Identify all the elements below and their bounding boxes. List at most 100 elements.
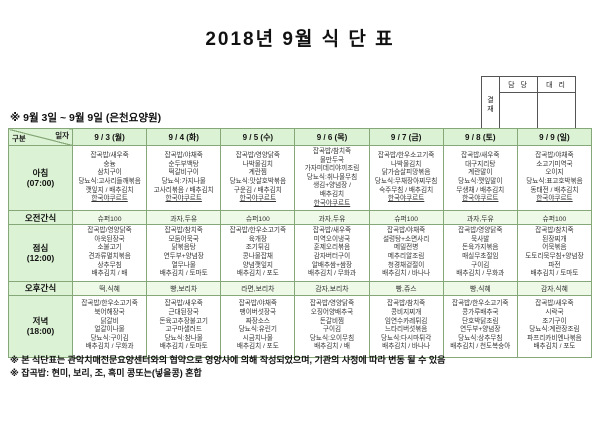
row-label-name: 오전간식 (24, 212, 57, 223)
menu-item: 양념깻잎지 (242, 261, 274, 269)
menu-item: 잡곡밥/참치죽 (535, 227, 574, 235)
menu-item: 육개장 (248, 235, 267, 243)
menu-item: 잡곡밥/야채죽 (387, 227, 426, 235)
menu-item: 훈제오리볶음 (313, 244, 351, 252)
menu-item: 배추김치 / 토마토 (159, 270, 208, 278)
row-label-name: 저녁 (32, 316, 49, 327)
menu-item: 배추김치 / 무화과 (85, 343, 134, 351)
menu-cell: 잡곡밥/야채죽 팽이버섯장국 짜장소스 당뇨식:유린기 시금치나물 배추김치 / 포도 (220, 294, 296, 358)
menu-item: 콩비지찌개 (390, 309, 422, 317)
menu-cell: 잡곡밥/새우죽 대구지리탕 계란말이 당뇨식:깻잎말이 무생채 / 배추김치 한국야쿠르트 (442, 144, 518, 212)
day-header: 9 / 9 (일) (516, 128, 593, 146)
menu-item: 당뇨식:참나물 (164, 334, 203, 342)
row-label-time: (18:00) (26, 326, 55, 337)
menu-item: 시금치나물 (242, 334, 274, 342)
menu-cell: 잡곡밥/새우죽 숭늉 삼치구이 당뇨식:고사리들깨볶음 깻잎지 / 배추김치 한국야쿠르트 (71, 144, 148, 212)
snack-cell: 빵,보리차 (146, 280, 222, 296)
footer-note-1: ※ 본 식단표는 관악치매전문요양센터와의 협약으로 영양사에 의해 작성되었으… (10, 355, 446, 365)
menu-item: 시락국 (545, 309, 564, 317)
menu-cell: 잡곡밥/참치죽 된장찌개 어묵볶음 도토리묵무침+양념장 파전 배추김치 / 토마토 (516, 224, 593, 282)
table-row: 오전간식 슈퍼100 과자,두유 슈퍼100 과자,두유 슈퍼100 과자,두유 슈퍼100 (8, 210, 593, 226)
menu-item: 북어해장국 (94, 309, 125, 317)
menu-item: 연두부+양념장 (460, 326, 501, 334)
menu-item: 당뇨식:다시마튀각 (380, 334, 432, 342)
menu-item: 순두부백탕 (168, 160, 199, 168)
menu-cell: 잡곡밥/야채죽 소고기미역국 오이지 당뇨식:표고호박볶음 동태전 / 배추김치 한국야쿠… (516, 144, 593, 212)
snack-cell: 감자,식혜 (516, 280, 593, 296)
menu-item: 잡곡밥/새우죽 (90, 152, 129, 160)
corner-cell: 일자 구분 (8, 128, 73, 146)
menu-item: 배추김치 / 배 (314, 343, 350, 351)
snack-cell: 슈퍼100 (516, 210, 593, 226)
snack-cell: 과자,두유 (146, 210, 222, 226)
table-row: 저녁 (18:00) 잡곡밥/한우소고기죽 북어해장국 닭갈비 얼갈이나물 당뇨식:구이김 배… (8, 294, 593, 358)
menu-item: 구이김 (471, 261, 490, 269)
menu-item: 빵,식혜 (469, 286, 491, 294)
approval-stamp-char: 재 (487, 106, 494, 113)
menu-item: 열무나물 (171, 261, 196, 269)
menu-item: 한국야쿠르트 (387, 195, 425, 203)
menu-item: 계란찜 (248, 169, 267, 177)
menu-cell: 잡곡밥/새우죽 미역오이냉국 훈제오리볶음 감자버터구이 알배추쌈+쌈장 배추김치 / 무… (294, 224, 370, 282)
menu-item: 매실무초절임 (462, 252, 499, 260)
snack-cell: 라면,보리차 (220, 280, 296, 296)
menu-item: 대구지리탕 (465, 160, 496, 168)
menu-item: 청경채겉절이 (387, 261, 425, 269)
menu-item: 배추김치 / 토마토 (530, 270, 579, 278)
menu-item: 잡곡밥/영양닭죽 (309, 300, 355, 308)
approval-deputy-header: 대 리 (537, 76, 576, 93)
menu-item: 소불고기 (97, 244, 122, 252)
menu-item: 돈갈비찜 (319, 317, 345, 325)
menu-item: 잡곡밥/야채죽 (238, 300, 277, 308)
menu-item: 물만두국 (319, 156, 345, 164)
menu-item: 한국야쿠르트 (91, 195, 128, 203)
menu-item: 잡곡밥/새우죽 (461, 152, 500, 160)
menu-item: 잡곡밥/영양닭죽 (87, 227, 132, 235)
menu-item: 배추김치 / 바나나 (382, 270, 431, 278)
snack-cell: 과자,두유 (294, 210, 370, 226)
menu-item: 돈육가지볶음 (462, 244, 499, 252)
menu-item: 숙주무침 / 배추김치 (379, 186, 434, 194)
row-label: 점심 (12:00) (8, 224, 73, 282)
menu-item: 계란말이 (468, 169, 493, 177)
menu-item: 잡곡밥/한우소고기죽 (452, 300, 509, 308)
menu-item: 배추김치 / 포도 (236, 343, 279, 351)
snack-cell: 빵,식혜 (442, 280, 518, 296)
menu-item: 당뇨식:상추무침 (458, 334, 503, 342)
menu-item: 배추김치 / 바나나 (382, 343, 431, 351)
menu-item: 슈퍼100 (245, 215, 270, 223)
menu-item: 고사리볶음 / 배추김치 (153, 186, 214, 194)
menu-cell: 잡곡밥/참치죽 모둠어묵국 닭볶음탕 연두부+양념장 열무나물 배추김치 / 토마토 (146, 224, 222, 282)
row-label-name: 오후간식 (24, 283, 57, 294)
menu-item: 상추무침 (97, 261, 122, 269)
menu-cell: 잡곡밥/한우소고기죽 나박물김치 닭가슴살피망볶음 당뇨식:무채장아찌무침 숙주무침 /… (368, 144, 444, 212)
menu-item: 잡곡밥/새우죽 (164, 300, 203, 308)
menu-item: 당뇨식:구이김 (90, 334, 129, 342)
corner-label-date: 일자 (55, 131, 69, 140)
menu-cell: 잡곡밥/영양닭죽 오징어양배추국 돈갈비찜 구이김 당뇨식:오이무침 배추김치 / 배 (294, 294, 370, 358)
snack-cell: 감자,보리차 (294, 280, 370, 296)
menu-item: 잡곡밥/한우소고기죽 (229, 227, 287, 235)
day-header: 9 / 4 (화) (146, 128, 222, 146)
menu-item: 소고기미역국 (536, 160, 573, 168)
menu-item: 슈퍼100 (97, 215, 122, 223)
menu-item: 잡곡밥/참치죽 (387, 300, 426, 308)
menu-item: 닭가슴살피망볶음 (381, 169, 431, 177)
menu-item: 배추김치 / 무화과 (308, 270, 356, 278)
menu-item: 나박물김치 (390, 160, 422, 168)
menu-item: 나박물김치 (242, 160, 274, 168)
menu-item: 잡곡밥/야채죽 (535, 152, 574, 160)
table-row: 아침 (07:00) 잡곡밥/새우죽 숭늉 삼치구이 당뇨식:고사리들깨볶음 깻잎지 / 배… (8, 144, 593, 212)
menu-cell: 잡곡밥/영양닭죽 나박물김치 계란찜 당뇨식:맛살호박볶음 구운김 / 배추김치 한국야쿠… (220, 144, 296, 212)
approval-manager-signature (499, 92, 538, 134)
menu-item: 돈육고추장불고기 (159, 317, 208, 325)
menu-item: 깻잎지 / 배추김치 (85, 186, 134, 194)
page-title: 2018년 9월 식 단 표 (205, 29, 395, 50)
menu-item: 당뇨식:취나물무침 (306, 173, 358, 181)
row-label-name: 아침 (32, 168, 49, 179)
menu-item: 구운김 / 배추김치 (233, 186, 282, 194)
menu-item: 감자,보리차 (315, 286, 349, 294)
